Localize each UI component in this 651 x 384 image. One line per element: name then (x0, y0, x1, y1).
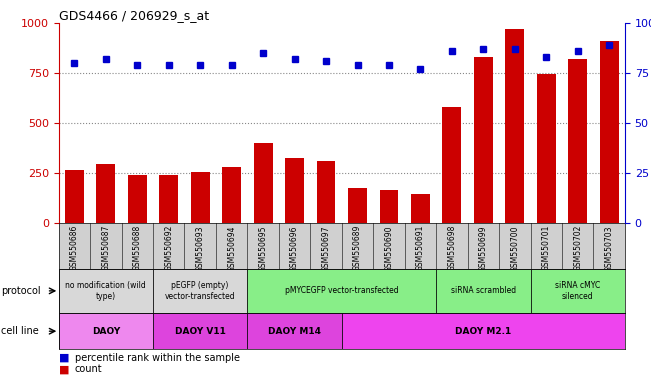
Bar (153, 269, 247, 313)
Text: DAOY V11: DAOY V11 (174, 327, 226, 336)
Text: GSM550698: GSM550698 (447, 225, 456, 271)
Text: GSM550696: GSM550696 (290, 225, 299, 271)
Bar (247, 313, 342, 349)
Bar (222, 167, 241, 223)
Text: GSM550702: GSM550702 (574, 225, 582, 271)
Text: GDS4466 / 206929_s_at: GDS4466 / 206929_s_at (59, 9, 209, 22)
Text: GSM550695: GSM550695 (258, 225, 268, 271)
Bar (159, 175, 178, 223)
Text: DAOY M14: DAOY M14 (268, 327, 321, 336)
Text: ■: ■ (59, 353, 69, 363)
Text: GSM550686: GSM550686 (70, 225, 79, 271)
Bar (531, 269, 625, 313)
Text: GSM550687: GSM550687 (102, 225, 110, 271)
Bar (59, 269, 153, 313)
Bar (191, 172, 210, 223)
Bar (505, 29, 524, 223)
Text: GSM550688: GSM550688 (133, 225, 142, 271)
Bar (380, 190, 398, 223)
Text: ■: ■ (59, 364, 69, 374)
Bar (65, 170, 84, 223)
Text: GSM550701: GSM550701 (542, 225, 551, 271)
Bar (254, 143, 273, 223)
Text: GSM550692: GSM550692 (164, 225, 173, 271)
Bar (436, 269, 531, 313)
Text: siRNA scrambled: siRNA scrambled (450, 286, 516, 295)
Text: siRNA cMYC
silenced: siRNA cMYC silenced (555, 281, 600, 301)
Text: GSM550699: GSM550699 (479, 225, 488, 271)
Bar (411, 194, 430, 223)
Bar (153, 313, 247, 349)
Bar (96, 164, 115, 223)
Text: GSM550693: GSM550693 (196, 225, 204, 271)
Text: GSM550690: GSM550690 (385, 225, 393, 271)
Text: GSM550697: GSM550697 (322, 225, 331, 271)
Text: DAOY: DAOY (92, 327, 120, 336)
Bar (247, 269, 436, 313)
Bar (316, 161, 335, 223)
Text: count: count (75, 364, 102, 374)
Bar (285, 159, 304, 223)
Text: GSM550703: GSM550703 (605, 225, 614, 271)
Bar (600, 41, 618, 223)
Text: GSM550691: GSM550691 (416, 225, 425, 271)
Text: protocol: protocol (1, 286, 40, 296)
Text: pMYCEGFP vector-transfected: pMYCEGFP vector-transfected (285, 286, 398, 295)
Bar (443, 107, 462, 223)
Bar (342, 313, 625, 349)
Text: GSM550689: GSM550689 (353, 225, 362, 271)
Text: pEGFP (empty)
vector-transfected: pEGFP (empty) vector-transfected (165, 281, 236, 301)
Text: percentile rank within the sample: percentile rank within the sample (75, 353, 240, 363)
Text: no modification (wild
type): no modification (wild type) (65, 281, 146, 301)
Text: cell line: cell line (1, 326, 38, 336)
Bar (128, 175, 146, 223)
Text: GSM550700: GSM550700 (510, 225, 519, 271)
Bar (537, 74, 556, 223)
Text: GSM550694: GSM550694 (227, 225, 236, 271)
Bar (348, 188, 367, 223)
Bar (568, 59, 587, 223)
Bar (474, 57, 493, 223)
Text: DAOY M2.1: DAOY M2.1 (455, 327, 512, 336)
Bar (59, 313, 153, 349)
